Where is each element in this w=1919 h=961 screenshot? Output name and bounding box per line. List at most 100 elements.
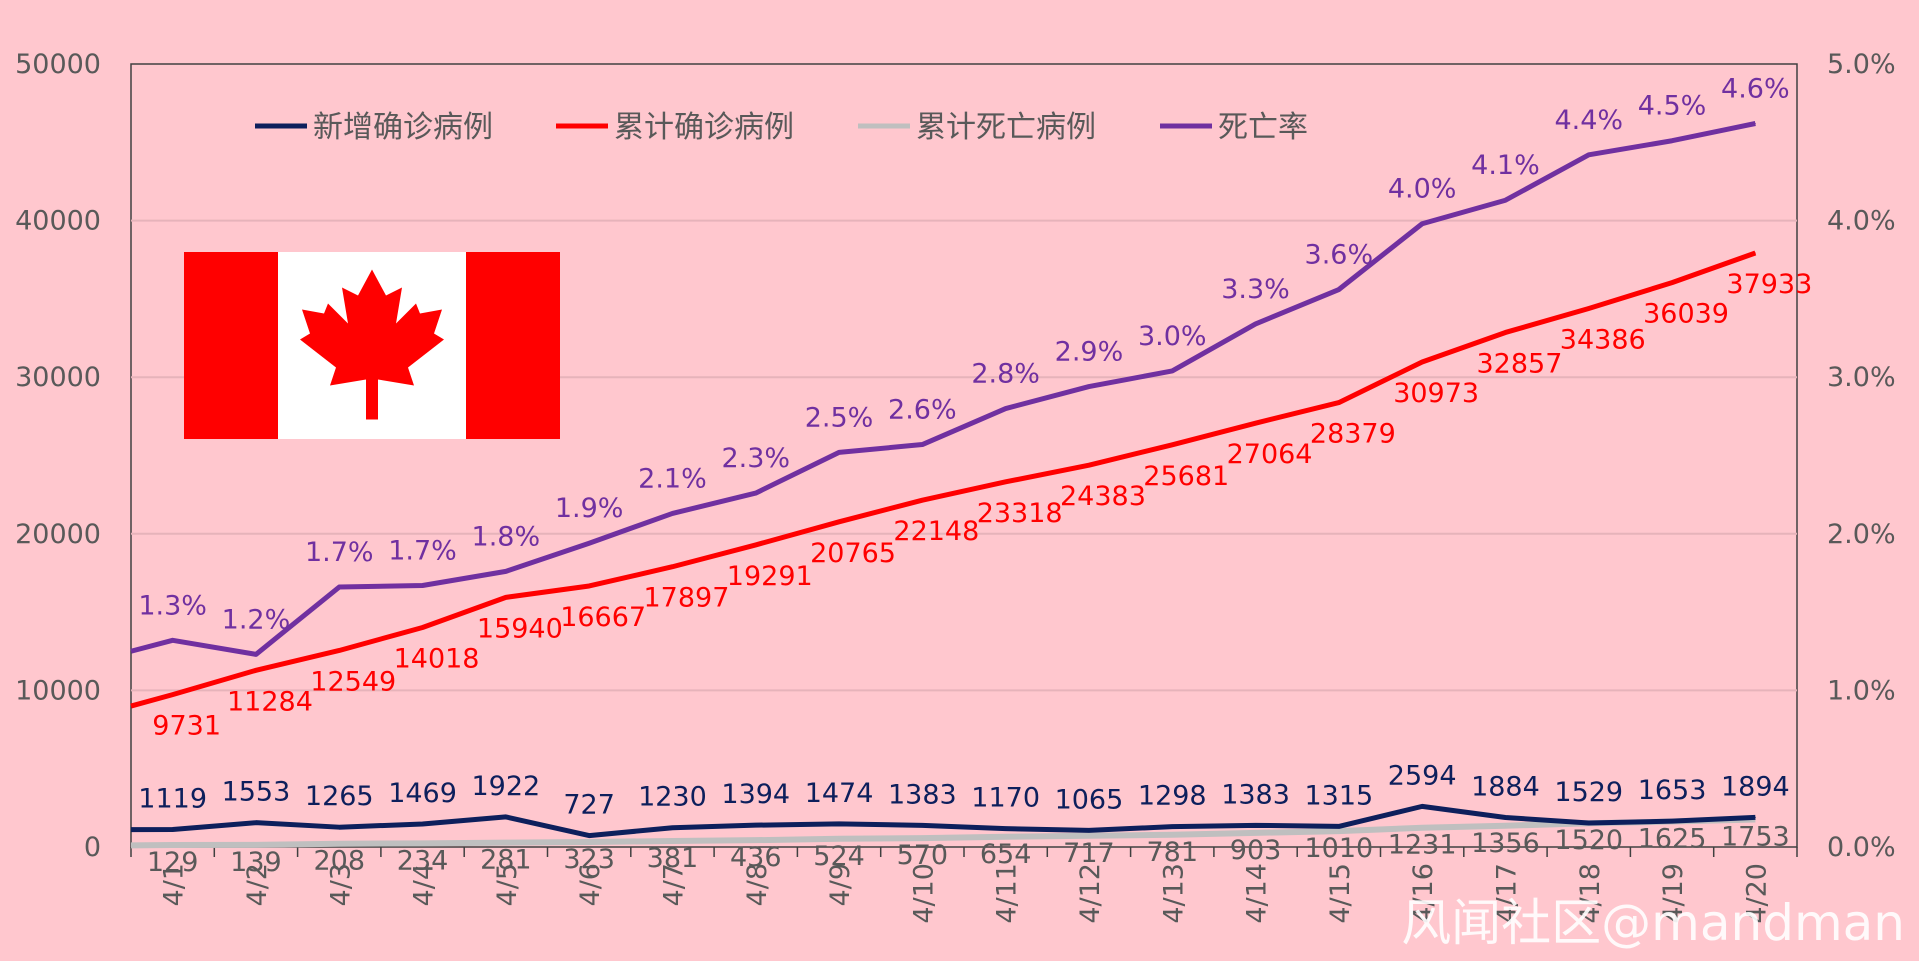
data-point bbox=[338, 586, 340, 588]
data-point bbox=[1504, 816, 1506, 818]
data-point bbox=[255, 844, 257, 846]
data-label: 4.6% bbox=[1721, 74, 1790, 105]
data-point bbox=[921, 824, 923, 826]
data-point bbox=[671, 512, 673, 514]
data-point bbox=[505, 842, 507, 844]
data-point bbox=[1338, 830, 1340, 832]
data-point bbox=[1255, 832, 1257, 834]
data-label: 3.6% bbox=[1305, 240, 1374, 271]
data-label: 727 bbox=[563, 790, 615, 821]
data-label: 1356 bbox=[1471, 828, 1540, 859]
data-label: 1553 bbox=[222, 777, 291, 808]
data-label: 234 bbox=[397, 845, 449, 876]
data-label: 1.3% bbox=[138, 590, 207, 621]
data-point bbox=[255, 822, 257, 824]
y-right-tick-label: 5.0% bbox=[1827, 49, 1896, 80]
data-label: 1170 bbox=[971, 783, 1040, 814]
data-label: 2.3% bbox=[721, 443, 790, 474]
data-label: 436 bbox=[730, 842, 782, 873]
data-label: 1383 bbox=[888, 779, 957, 810]
data-label: 323 bbox=[563, 844, 615, 875]
y-left-tick-label: 40000 bbox=[15, 206, 101, 237]
data-point bbox=[338, 826, 340, 828]
data-point bbox=[172, 639, 174, 641]
y-left-tick-label: 30000 bbox=[15, 362, 101, 393]
data-label: 129 bbox=[147, 847, 199, 878]
data-point bbox=[1504, 199, 1506, 201]
data-label: 28379 bbox=[1310, 419, 1396, 450]
data-point bbox=[588, 542, 590, 544]
x-tick-label: 4/14 bbox=[1242, 863, 1273, 924]
data-label: 1922 bbox=[471, 771, 540, 802]
data-point bbox=[755, 824, 757, 826]
data-point bbox=[921, 499, 923, 501]
data-label: 2594 bbox=[1388, 760, 1457, 791]
data-label: 34386 bbox=[1560, 325, 1646, 356]
data-label: 1010 bbox=[1304, 833, 1373, 864]
x-tick-label: 4/18 bbox=[1575, 863, 1606, 924]
data-label: 25681 bbox=[1143, 461, 1229, 492]
data-point bbox=[838, 521, 840, 523]
data-point bbox=[1005, 481, 1007, 483]
data-label: 1753 bbox=[1721, 822, 1790, 853]
y-right-tick-label: 4.0% bbox=[1827, 206, 1896, 237]
x-tick-label: 4/17 bbox=[1491, 863, 1522, 924]
data-label: 1469 bbox=[388, 778, 457, 809]
x-tick-label: 4/10 bbox=[908, 863, 939, 924]
data-label: 381 bbox=[647, 843, 699, 874]
data-point bbox=[172, 694, 174, 696]
data-label: 208 bbox=[313, 846, 365, 877]
legend: 新增确诊病例 累计确诊病例 累计死亡病例 死亡率 bbox=[255, 110, 1308, 145]
data-label: 139 bbox=[230, 847, 282, 878]
data-point bbox=[1421, 361, 1423, 363]
data-point bbox=[422, 584, 424, 586]
data-point bbox=[1171, 370, 1173, 372]
data-label: 570 bbox=[897, 840, 949, 871]
data-label: 24383 bbox=[1060, 481, 1146, 512]
x-tick-label: 4/5 bbox=[492, 863, 523, 906]
data-label: 1.2% bbox=[222, 604, 291, 635]
canada-flag-icon bbox=[184, 252, 560, 439]
x-tick-label: 4/11 bbox=[992, 863, 1023, 924]
x-tick-label: 4/15 bbox=[1325, 863, 1356, 924]
x-tick-label: 4/16 bbox=[1408, 863, 1439, 924]
data-label: 1298 bbox=[1138, 781, 1207, 812]
data-label: 654 bbox=[980, 839, 1032, 870]
data-label: 17897 bbox=[643, 583, 729, 614]
data-label: 3.3% bbox=[1221, 274, 1290, 305]
data-point bbox=[1255, 323, 1257, 325]
data-point bbox=[1754, 816, 1756, 818]
data-label: 781 bbox=[1146, 837, 1198, 868]
data-point bbox=[172, 844, 174, 846]
data-point bbox=[1504, 825, 1506, 827]
data-point bbox=[1255, 824, 1257, 826]
x-tick-label: 4/20 bbox=[1741, 863, 1772, 924]
data-label: 1265 bbox=[305, 781, 374, 812]
data-label: 1230 bbox=[638, 782, 707, 813]
data-label: 2.5% bbox=[805, 402, 874, 433]
legend-label: 累计确诊病例 bbox=[614, 110, 794, 145]
data-label: 36039 bbox=[1643, 299, 1729, 330]
y-right-tick-label: 1.0% bbox=[1827, 675, 1896, 706]
data-label: 717 bbox=[1063, 838, 1115, 869]
data-point bbox=[1671, 282, 1673, 284]
y-right-tick-label: 2.0% bbox=[1827, 519, 1896, 550]
data-point bbox=[921, 444, 923, 446]
data-point bbox=[1588, 154, 1590, 156]
data-label: 14018 bbox=[394, 643, 480, 674]
legend-label: 新增确诊病例 bbox=[313, 110, 493, 145]
x-tick-label: 4/6 bbox=[575, 863, 606, 906]
data-point bbox=[755, 839, 757, 841]
legend-label: 死亡率 bbox=[1218, 110, 1308, 145]
data-label: 1394 bbox=[721, 779, 790, 810]
legend-label: 累计死亡病例 bbox=[916, 110, 1096, 145]
data-label: 524 bbox=[813, 841, 865, 872]
data-label: 1.8% bbox=[472, 521, 541, 552]
data-label: 4.4% bbox=[1554, 105, 1623, 136]
data-point bbox=[1088, 464, 1090, 466]
data-label: 2.1% bbox=[638, 463, 707, 494]
data-point bbox=[1588, 308, 1590, 310]
y-right-tick-label: 0.0% bbox=[1827, 832, 1896, 863]
